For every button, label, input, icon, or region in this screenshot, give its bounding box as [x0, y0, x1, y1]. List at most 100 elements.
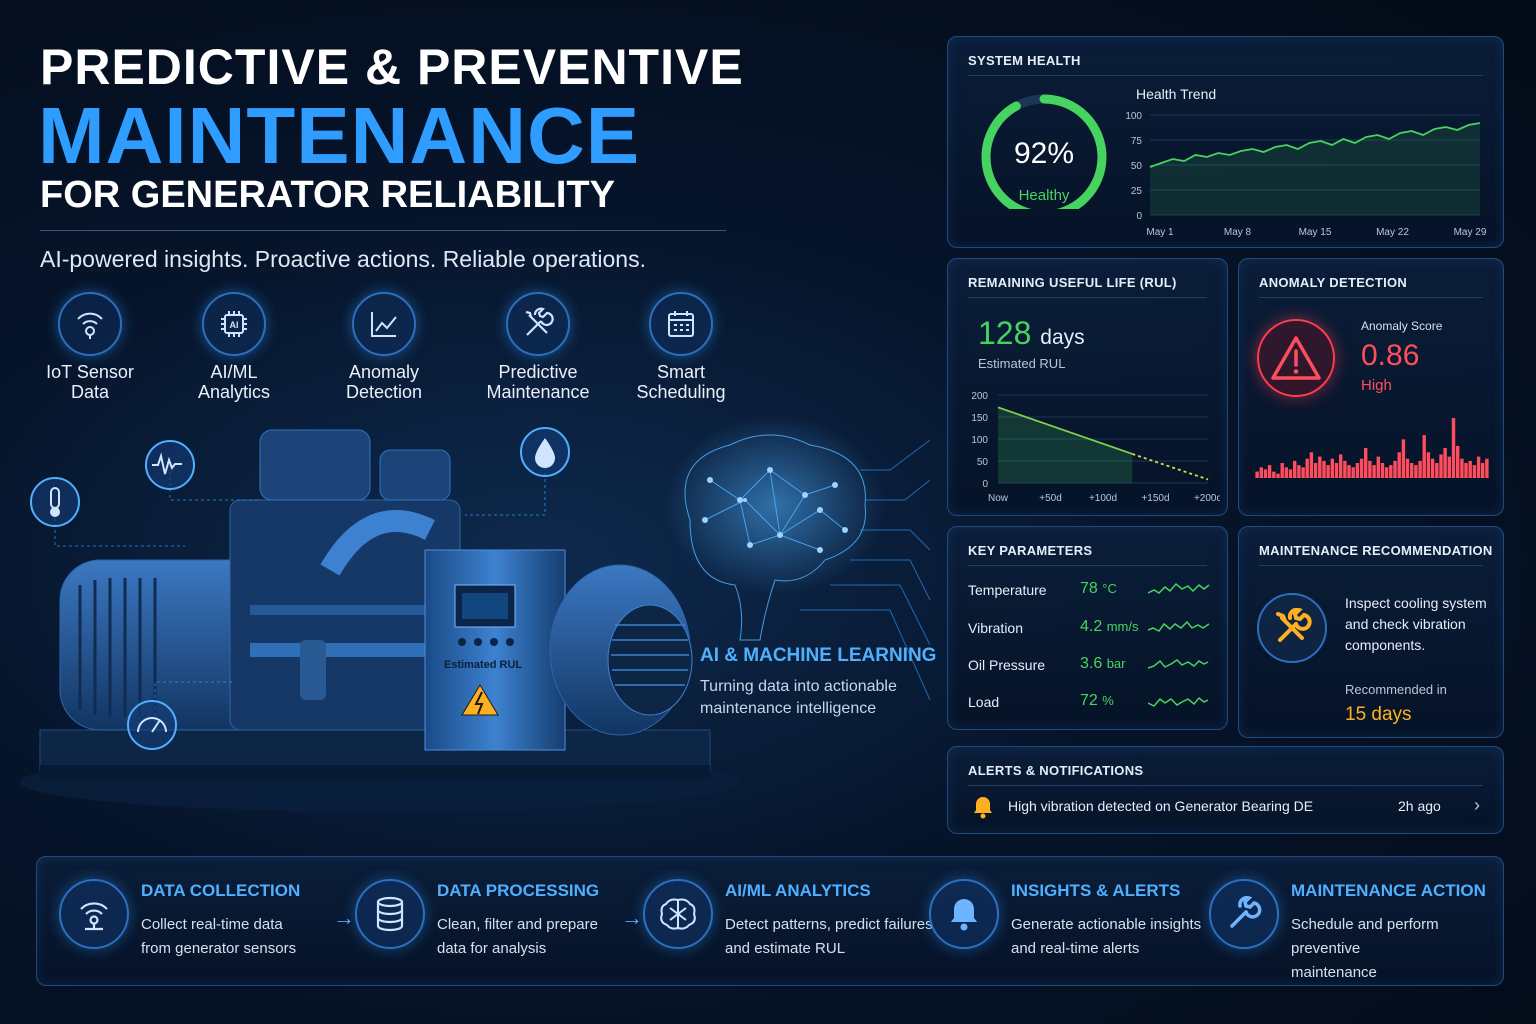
step-description-line: from generator sensors — [141, 940, 297, 957]
ai-ml-subtitle: Turning data into actionable maintenance… — [700, 676, 897, 720]
step-description: Collect real-time data from generator sen… — [141, 913, 351, 961]
step-description-line: and real-time alerts — [1011, 940, 1140, 957]
step-title: DATA COLLECTION — [141, 881, 301, 900]
step-data-processing: DATA PROCESSING Clean, filter and prepar… — [355, 857, 645, 987]
x-tick-label: May 22 — [1376, 227, 1409, 238]
param-value: 3.6 bar — [1080, 655, 1126, 673]
gauge-icon — [127, 700, 177, 750]
rul-panel: REMAINING USEFUL LIFE (RUL) 128 days Est… — [947, 258, 1228, 516]
param-value: 72 % — [1080, 692, 1114, 710]
anomaly-bar — [1464, 463, 1468, 478]
step-description-line: Schedule and perform preventive — [1291, 916, 1439, 957]
wifi-sensor-icon — [59, 879, 129, 949]
ai-ml-title: AI & MACHINE LEARNING — [700, 645, 937, 666]
x-tick-label: Now — [988, 493, 1009, 504]
x-tick-label: May 1 — [1146, 227, 1174, 238]
step-title: MAINTENANCE ACTION — [1291, 881, 1486, 900]
alert-time: 2h ago — [1398, 798, 1441, 814]
x-tick-label: May 15 — [1299, 227, 1332, 238]
step-maintenance-action: MAINTENANCE ACTION Schedule and perform … — [1209, 857, 1505, 987]
recommended-in-label: Recommended in — [1345, 682, 1447, 697]
rul-caption: Estimated RUL — [978, 356, 1066, 371]
feature-label: AI/ML — [210, 362, 258, 382]
anomaly-bar — [1485, 458, 1489, 478]
calendar-icon — [649, 292, 713, 356]
feature-label: Data — [70, 382, 110, 402]
tools-icon — [506, 292, 570, 356]
generator-label: Estimated RUL — [444, 659, 523, 671]
param-name: Vibration — [968, 620, 1024, 636]
chart-trend-icon — [352, 292, 416, 356]
anomaly-panel: ANOMALY DETECTION Anomaly Score 0.86 Hig… — [1238, 258, 1504, 516]
step-description-line: Generate actionable insights — [1011, 916, 1202, 933]
y-tick-label: 200 — [971, 391, 988, 402]
param-value: 78 °C — [1080, 580, 1117, 598]
step-title: INSIGHTS & ALERTS — [1011, 881, 1181, 900]
x-tick-label: May 8 — [1224, 227, 1252, 238]
feature-label: Detection — [345, 382, 423, 402]
recommendation-line: and check vibration — [1345, 616, 1466, 632]
svg-text:AI: AI — [230, 320, 239, 330]
anomaly-bar — [1334, 463, 1339, 478]
step-aiml-analytics: AI/ML ANALYTICS Detect patterns, predict… — [643, 857, 933, 987]
anomaly-bar — [1297, 465, 1301, 478]
y-tick-label: 50 — [1131, 161, 1143, 172]
anomaly-bar — [1468, 460, 1472, 478]
alert-message: High vibration detected on Generator Bea… — [1008, 798, 1314, 814]
anomaly-bar — [1384, 467, 1389, 478]
step-description: Generate actionable insights and real-tim… — [1011, 913, 1221, 961]
param-number: 72 — [1080, 692, 1098, 709]
panel-title: REMAINING USEFUL LIFE (RUL) — [968, 275, 1177, 290]
anomaly-bar — [1288, 469, 1293, 478]
step-description-line: Detect patterns, predict failures — [725, 916, 933, 933]
anomaly-bar — [1443, 448, 1447, 478]
y-tick-label: 150 — [971, 413, 988, 424]
workflow-bar: DATA COLLECTION Collect real-time data fr… — [36, 856, 1504, 986]
feature-label: Predictive — [498, 362, 578, 382]
step-description: Clean, filter and prepare data for analys… — [437, 913, 647, 961]
divider — [968, 565, 1207, 566]
key-parameters-panel: KEY PARAMETERS Temperature 78 °C Vibrati… — [947, 526, 1228, 730]
health-trend-chart: 0 25 50 75 100 May 1 May 8 May 15 May 22 May 29 — [1125, 111, 1487, 238]
feature-scheduling: Smart Scheduling — [616, 292, 746, 402]
ai-chip-icon: AI — [202, 292, 266, 356]
trend-title: Health Trend — [1136, 86, 1217, 102]
feature-predictive: Predictive Maintenance — [473, 292, 603, 402]
feature-iot-sensor: IoT Sensor Data — [25, 292, 155, 402]
anomaly-bar — [1397, 452, 1401, 478]
anomaly-bar — [1276, 473, 1280, 478]
y-tick-label: 0 — [982, 479, 988, 490]
feature-label: Anomaly — [348, 362, 420, 382]
param-unit: bar — [1106, 656, 1126, 671]
step-insights-alerts: INSIGHTS & ALERTS Generate actionable in… — [929, 857, 1219, 987]
thermometer-icon — [30, 477, 80, 527]
param-row-oil-pressure: Oil Pressure 3.6 bar — [968, 652, 1212, 678]
step-description: Detect patterns, predict failures and est… — [725, 913, 945, 961]
health-status: Healthy — [1018, 187, 1070, 204]
anomaly-bar — [1309, 452, 1314, 478]
anomaly-bar — [1318, 456, 1322, 478]
divider — [968, 785, 1483, 786]
anomaly-bar — [1326, 465, 1330, 478]
anomaly-bar — [1472, 465, 1477, 478]
x-tick-label: +50d — [1039, 493, 1062, 504]
trend-line — [1149, 122, 1481, 168]
anomaly-bar — [1418, 460, 1422, 478]
feature-label: Smart — [656, 362, 705, 382]
y-tick-label: 100 — [971, 435, 988, 446]
param-name: Load — [968, 694, 1000, 710]
feature-label: Scheduling — [636, 382, 726, 402]
anomaly-bar — [1426, 452, 1431, 478]
y-tick-label: 25 — [1131, 186, 1143, 197]
param-row-load: Load 72 % — [968, 689, 1212, 715]
panel-title: SYSTEM HEALTH — [968, 53, 1081, 68]
feature-label: IoT Sensor — [46, 362, 134, 382]
y-tick-label: 100 — [1125, 111, 1142, 122]
rul-actual-line — [997, 406, 1133, 455]
arrow-right-icon: → — [333, 905, 355, 930]
alert-item[interactable]: High vibration detected on Generator Bea… — [962, 791, 1491, 825]
sparkline — [1148, 659, 1209, 669]
feature-label: Maintenance — [486, 382, 590, 402]
anomaly-bar — [1322, 460, 1326, 478]
x-tick-label: +150d — [1141, 493, 1169, 504]
